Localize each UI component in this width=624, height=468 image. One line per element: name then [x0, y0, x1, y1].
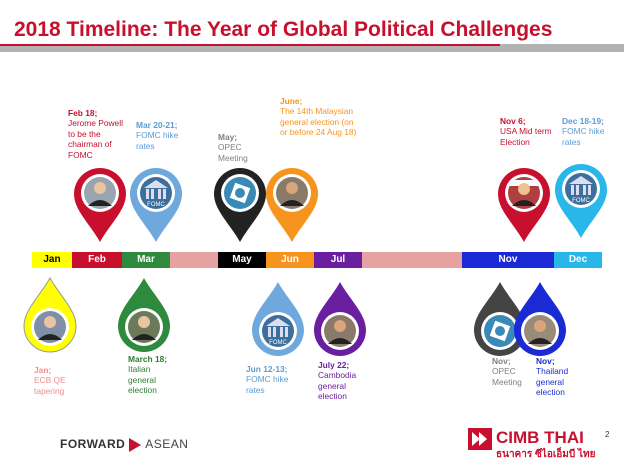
- timeline-segment-jul: Jul: [314, 252, 362, 268]
- event-text: Cambodia general election: [318, 370, 357, 402]
- event-label-mar20: Mar 20-21; FOMC hike rates: [136, 120, 194, 151]
- event-label-mar18: March 18; Italian general election: [128, 354, 178, 396]
- svg-text:FOMC: FOMC: [572, 198, 590, 204]
- opec-logo-icon: [212, 166, 268, 244]
- arrow-icon: [129, 437, 142, 452]
- event-date: July 22;: [318, 360, 350, 370]
- portrait-icon: [264, 166, 320, 244]
- event-date: Feb 18;: [68, 108, 98, 118]
- timeline-segment-nov: Nov: [462, 252, 554, 268]
- event-text: The 14th Malaysian general election (on …: [280, 106, 357, 138]
- event-date: Nov;: [536, 356, 555, 366]
- portrait-icon: [512, 280, 568, 358]
- timeline-segment-jan: Jan: [32, 252, 72, 268]
- page-title: 2018 Timeline: The Year of Global Politi…: [14, 18, 553, 41]
- asean-text: ASEAN: [145, 437, 189, 451]
- timeline-segment-mar: Mar: [122, 252, 170, 268]
- event-text: USA Mid term Election: [500, 126, 552, 147]
- event-date: Nov 6;: [500, 116, 526, 126]
- portrait-icon: [116, 276, 172, 354]
- event-label-nov-opec: Nov; OPEC Meeting: [492, 356, 532, 387]
- event-label-feb18: Feb 18; Jerome Powell to be the chairman …: [68, 108, 130, 160]
- event-label-jun12: Jun 12-13; FOMC hike rates: [246, 364, 306, 395]
- event-label-june: June; The 14th Malaysian general election…: [280, 96, 358, 138]
- event-text: ECB QE tapering: [34, 375, 66, 396]
- event-label-nov-thailand: Nov; Thailand general election: [536, 356, 584, 398]
- brand-name-thai: ธนาคาร ซีไอเอ็มบี ไทย: [496, 449, 596, 460]
- event-text: FOMC hike rates: [562, 126, 605, 147]
- timeline-segment-apr: [170, 252, 218, 268]
- page-number: 2: [605, 430, 610, 439]
- event-label-may: May; OPEC Meeting: [218, 132, 268, 163]
- svg-text:FOMC: FOMC: [147, 202, 165, 208]
- event-date: Jun 12-13;: [246, 364, 288, 374]
- portrait-icon: [72, 166, 128, 244]
- fomc-building-icon: FOMC: [553, 162, 609, 240]
- event-text: FOMC hike rates: [136, 130, 179, 151]
- timeline-segment-aug-oct: [362, 252, 462, 268]
- timeline-segment-feb: Feb: [72, 252, 122, 268]
- event-label-dec18: Dec 18-19; FOMC hike rates: [562, 116, 618, 147]
- svg-text:FOMC: FOMC: [269, 340, 287, 346]
- event-text: Italian general election: [128, 364, 157, 396]
- event-date: Nov;: [492, 356, 511, 366]
- timeline-segment-jun: Jun: [266, 252, 314, 268]
- cimb-logo-icon: [468, 428, 492, 455]
- title-underline: [0, 44, 624, 52]
- portrait-icon: [312, 280, 368, 358]
- portrait-icon: [22, 276, 78, 354]
- event-date: March 18;: [128, 354, 168, 364]
- timeline-segment-may: May: [218, 252, 266, 268]
- event-date: June;: [280, 96, 303, 106]
- fomc-building-icon: FOMC: [128, 166, 184, 244]
- portrait-icon: [496, 166, 552, 244]
- event-date: Mar 20-21;: [136, 120, 178, 130]
- event-label-jul22: July 22; Cambodia general election: [318, 360, 368, 402]
- event-label-jan: Jan; ECB QE tapering: [34, 365, 78, 396]
- title-underline-accent: [0, 44, 500, 46]
- event-text: FOMC hike rates: [246, 374, 289, 395]
- event-text: Jerome Powell to be the chairman of FOMC: [68, 118, 123, 160]
- forward-asean-logo: FORWARD ASEAN: [60, 437, 188, 452]
- forward-text: FORWARD: [60, 437, 126, 451]
- event-label-nov6: Nov 6; USA Mid term Election: [500, 116, 552, 147]
- event-text: Thailand general election: [536, 366, 569, 398]
- event-text: OPEC Meeting: [218, 142, 248, 163]
- event-date: Dec 18-19;: [562, 116, 604, 126]
- event-date: Jan;: [34, 365, 52, 375]
- timeline-segment-dec: Dec: [554, 252, 602, 268]
- fomc-building-icon: FOMC: [250, 280, 306, 358]
- opec-logo-icon: [472, 280, 528, 358]
- event-text: OPEC Meeting: [492, 366, 522, 387]
- event-date: May;: [218, 132, 238, 142]
- brand-name: CIMB THAI: [496, 428, 584, 447]
